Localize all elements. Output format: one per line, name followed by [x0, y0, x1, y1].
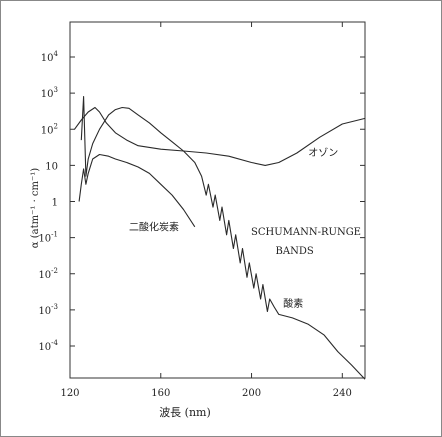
y-tick-label: 10-4 [38, 339, 58, 353]
x-tick-label: 200 [242, 388, 261, 399]
annotation-label: SCHUMANN-RUNGE [251, 227, 361, 238]
series-line-oxygen [80, 96, 366, 380]
y-tick-label: 10-1 [38, 231, 58, 245]
x-axis-label: 波長 (nm) [159, 406, 211, 419]
y-tick-label: 103 [41, 86, 58, 100]
annotation-label: 酸素 [283, 297, 303, 310]
y-tick-label: 10 [45, 161, 58, 172]
y-tick-label: 10-3 [38, 303, 58, 317]
x-tick-label: 240 [333, 388, 352, 399]
annotation-label: オゾン [308, 147, 338, 159]
annotation-label: 二酸化炭素 [129, 220, 179, 233]
series-layer [74, 96, 366, 380]
y-tick-label: 102 [41, 122, 58, 136]
series-line-ozone [74, 106, 366, 166]
series-line-carbon-dioxide [78, 153, 196, 228]
y-tick-label: 104 [41, 50, 59, 64]
x-tick-label: 120 [60, 388, 79, 399]
y-tick-label: 1 [52, 198, 58, 209]
x-tick-label: 160 [151, 388, 170, 399]
y-tick-label: 10-2 [38, 267, 58, 281]
y-axis-label: α (atm⁻¹ · cm⁻¹) [30, 168, 41, 248]
annotation-label: BANDS [276, 246, 314, 257]
plot-area [69, 21, 366, 379]
y-axis: 10-4 10-3 10-2 10-1 1 10 102 103 104 [38, 50, 365, 353]
x-axis: 120 160 200 240 [60, 22, 352, 399]
